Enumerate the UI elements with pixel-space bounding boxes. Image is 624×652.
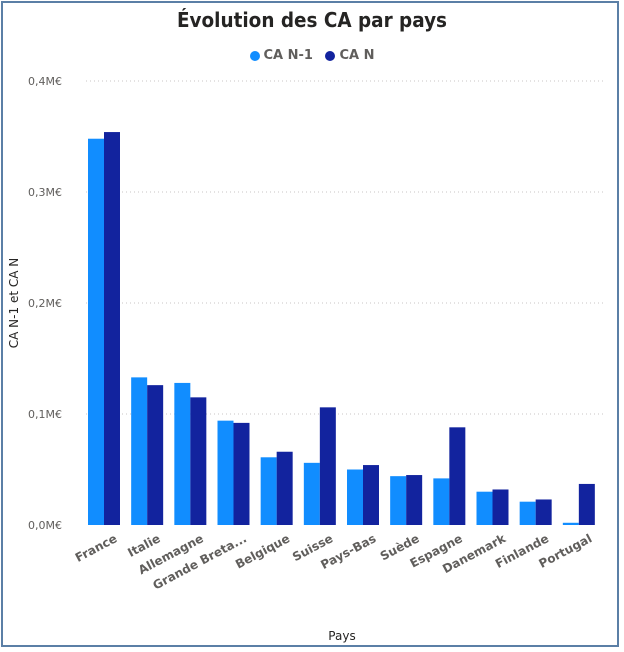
legend-marker-ca-n-1 [249, 50, 260, 61]
bar-ca-n[interactable] [449, 427, 466, 525]
bar-ca-n-1[interactable] [562, 522, 579, 525]
x-tick-label: France [73, 531, 120, 565]
bar-ca-n[interactable] [492, 489, 509, 525]
bar-ca-n[interactable] [147, 385, 164, 525]
legend-item-ca-n[interactable]: CA N [325, 48, 375, 63]
bar-ca-n-1[interactable] [174, 382, 191, 525]
y-tick-label: 0,1M€ [28, 408, 62, 421]
bar-ca-n[interactable] [535, 499, 552, 525]
chart-legend: CA N-1 CA N [0, 48, 624, 65]
y-tick-label: 0,4M€ [28, 75, 62, 88]
bar-ca-n[interactable] [276, 451, 293, 525]
x-axis-title: Pays [328, 629, 355, 643]
legend-marker-ca-n [325, 50, 336, 61]
bar-ca-n-1[interactable] [519, 501, 536, 525]
bar-ca-n[interactable] [104, 132, 120, 525]
y-tick-label: 0,3M€ [28, 186, 62, 199]
bar-ca-n-1[interactable] [217, 420, 234, 525]
y-axis-title: CA N-1 et CA N [7, 258, 21, 348]
y-tick-label: 0,0M€ [28, 519, 62, 532]
bar-ca-n-1[interactable] [131, 377, 148, 525]
bar-ca-n-1[interactable] [347, 469, 363, 526]
bar-ca-n-1[interactable] [433, 478, 450, 525]
bar-ca-n[interactable] [190, 397, 207, 525]
legend-item-ca-n-1[interactable]: CA N-1 [249, 48, 313, 63]
y-tick-label: 0,2M€ [28, 297, 62, 310]
legend-label-ca-n-1: CA N-1 [263, 48, 313, 63]
bar-ca-n-1[interactable] [476, 491, 493, 525]
bar-ca-n-1[interactable] [260, 457, 277, 525]
bar-ca-n[interactable] [578, 483, 595, 525]
bar-ca-n-1[interactable] [303, 462, 320, 525]
bar-ca-n[interactable] [406, 475, 423, 525]
bar-ca-n[interactable] [233, 422, 250, 525]
bar-ca-n-1[interactable] [390, 476, 407, 525]
bar-ca-n-1[interactable] [88, 138, 104, 525]
bar-ca-n[interactable] [319, 407, 336, 525]
legend-label-ca-n: CA N [339, 48, 375, 63]
chart-title: Évolution des CA par pays [176, 8, 448, 32]
bar-ca-n[interactable] [363, 465, 379, 525]
